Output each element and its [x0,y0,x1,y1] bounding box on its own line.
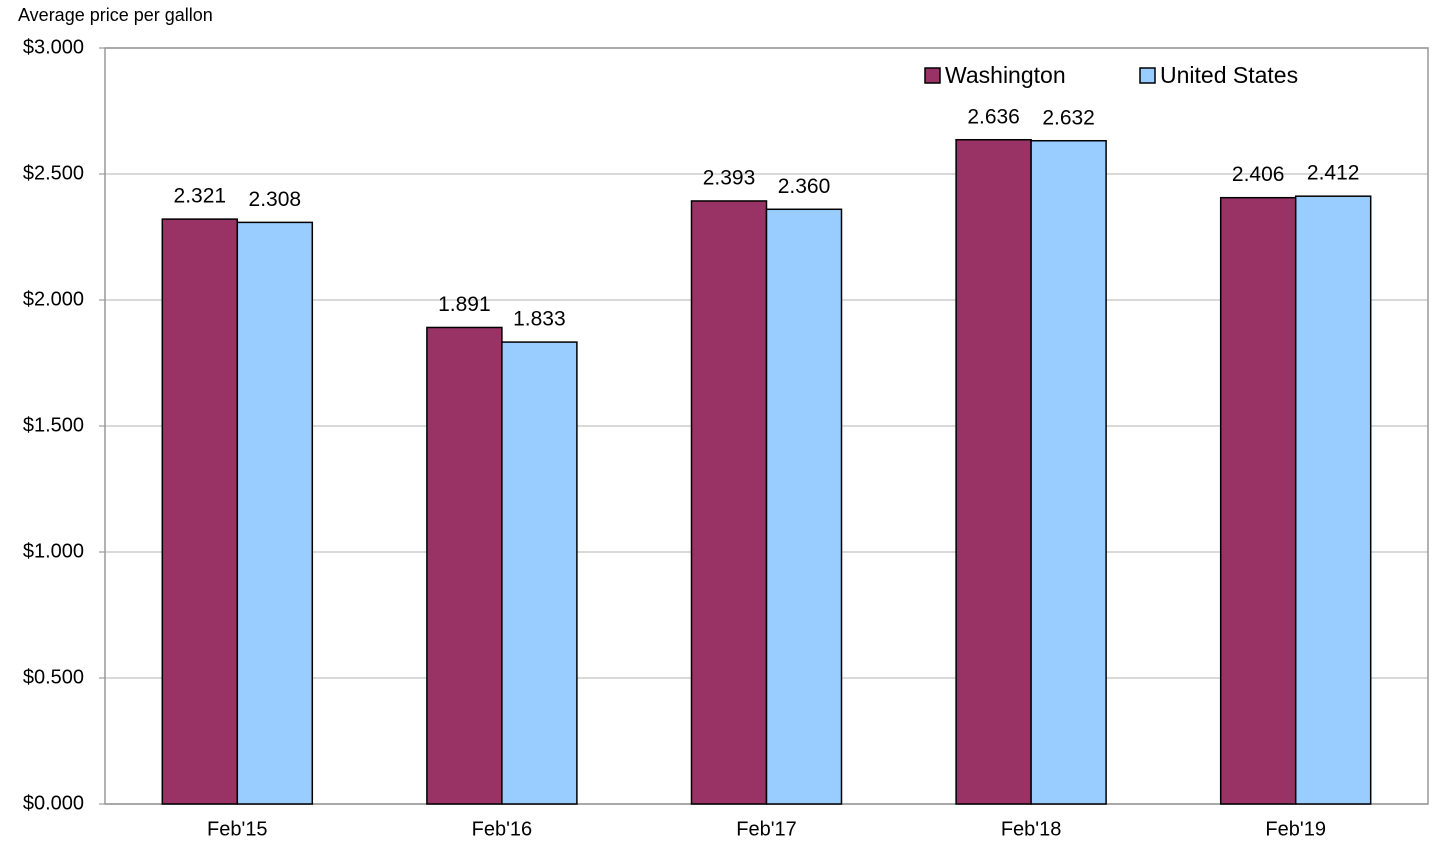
data-label: 2.636 [967,105,1020,128]
y-tick-label: $1.000 [23,540,84,562]
bar [690,200,768,805]
y-tick-label: $0.500 [23,666,84,688]
data-label: 2.360 [778,175,831,198]
bar [161,218,239,805]
bar [955,138,1032,805]
bar [236,221,314,805]
data-label: 2.393 [703,167,756,190]
bar [765,208,843,805]
y-tick-label: $1.500 [23,414,84,436]
legend-swatch [924,67,941,84]
data-label: 2.412 [1307,162,1360,185]
legend-swatch [1139,67,1156,84]
bar [426,326,503,805]
legend-label: United States [1160,62,1298,88]
y-tick-label: $2.000 [23,288,84,310]
data-label: 2.321 [174,185,227,208]
data-label: 2.308 [249,188,302,211]
data-label: 1.833 [513,308,566,331]
x-tick-label: Feb'19 [1265,818,1326,840]
x-tick-label: Feb'15 [207,818,268,840]
x-tick-label: Feb'17 [736,818,797,840]
y-tick-label: $0.000 [23,792,84,814]
x-tick-label: Feb'16 [472,818,533,840]
bar [1294,195,1372,805]
bar [1219,196,1297,805]
x-tick-label: Feb'18 [1001,818,1062,840]
y-tick-label: $3.000 [23,36,84,58]
data-label: 2.632 [1042,106,1095,129]
y-tick-label: $2.500 [23,162,84,184]
legend-label: Washington [945,62,1066,88]
bar [1030,139,1107,805]
y-axis-label: Average price per gallon [18,5,213,25]
bar [501,341,578,805]
data-label: 2.406 [1232,163,1285,186]
data-label: 1.891 [438,293,491,316]
